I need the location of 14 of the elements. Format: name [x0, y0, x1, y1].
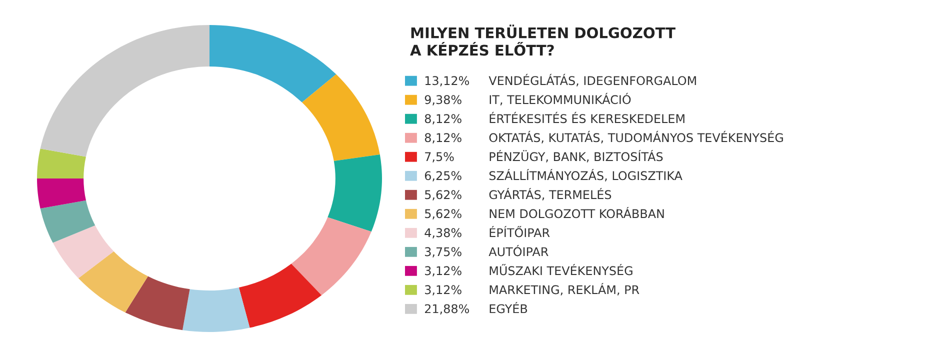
legend-label: 4,38% ÉPÍTŐIPAR — [424, 226, 550, 238]
legend-label: 6,25% SZÁLLÍTMÁNYOZÁS, LOGISZTIKA — [424, 168, 682, 182]
legend-label: 13,12% VENDÉGLÁTÁS, IDEGENFORGALOM — [425, 74, 696, 86]
legend-label: 5,62% NEM DOLGOZOTT KORÁBBAN — [425, 206, 664, 220]
legend-label: 7,5% PÉNZÜGY, BANK, BIZTOSÍTÁS — [425, 150, 663, 162]
legend-label: 21,88% EGYÉB — [424, 302, 528, 314]
legend-label: 5,62% GYÁRTÁS, TERMELÉS — [425, 188, 612, 200]
text: MILYEN TERÜLETEN DOLGOZOTT A KÉPZÉS ELŐTT? — [410, 24, 676, 56]
legend-label: 3,75% AUTÓIPAR — [425, 244, 548, 258]
legend-label: 8,12% OKTATÁS, KUTATÁS, TUDOMÁNYOS TEVÉKENYSÉG — [424, 130, 783, 144]
legend-label: 3,12% MARKETING, REKLÁM, PR — [425, 283, 640, 296]
legend-label: 8,12% ÉRTÉKESITÉS ÉS KERESKEDELEM — [424, 112, 684, 124]
legend-label: 9,38% IT, TELEKOMMUNIKÁCIÓ — [424, 92, 631, 106]
legend-label: 3,12% MŰSZAKI TEVÉKENYSÉG — [425, 264, 632, 276]
